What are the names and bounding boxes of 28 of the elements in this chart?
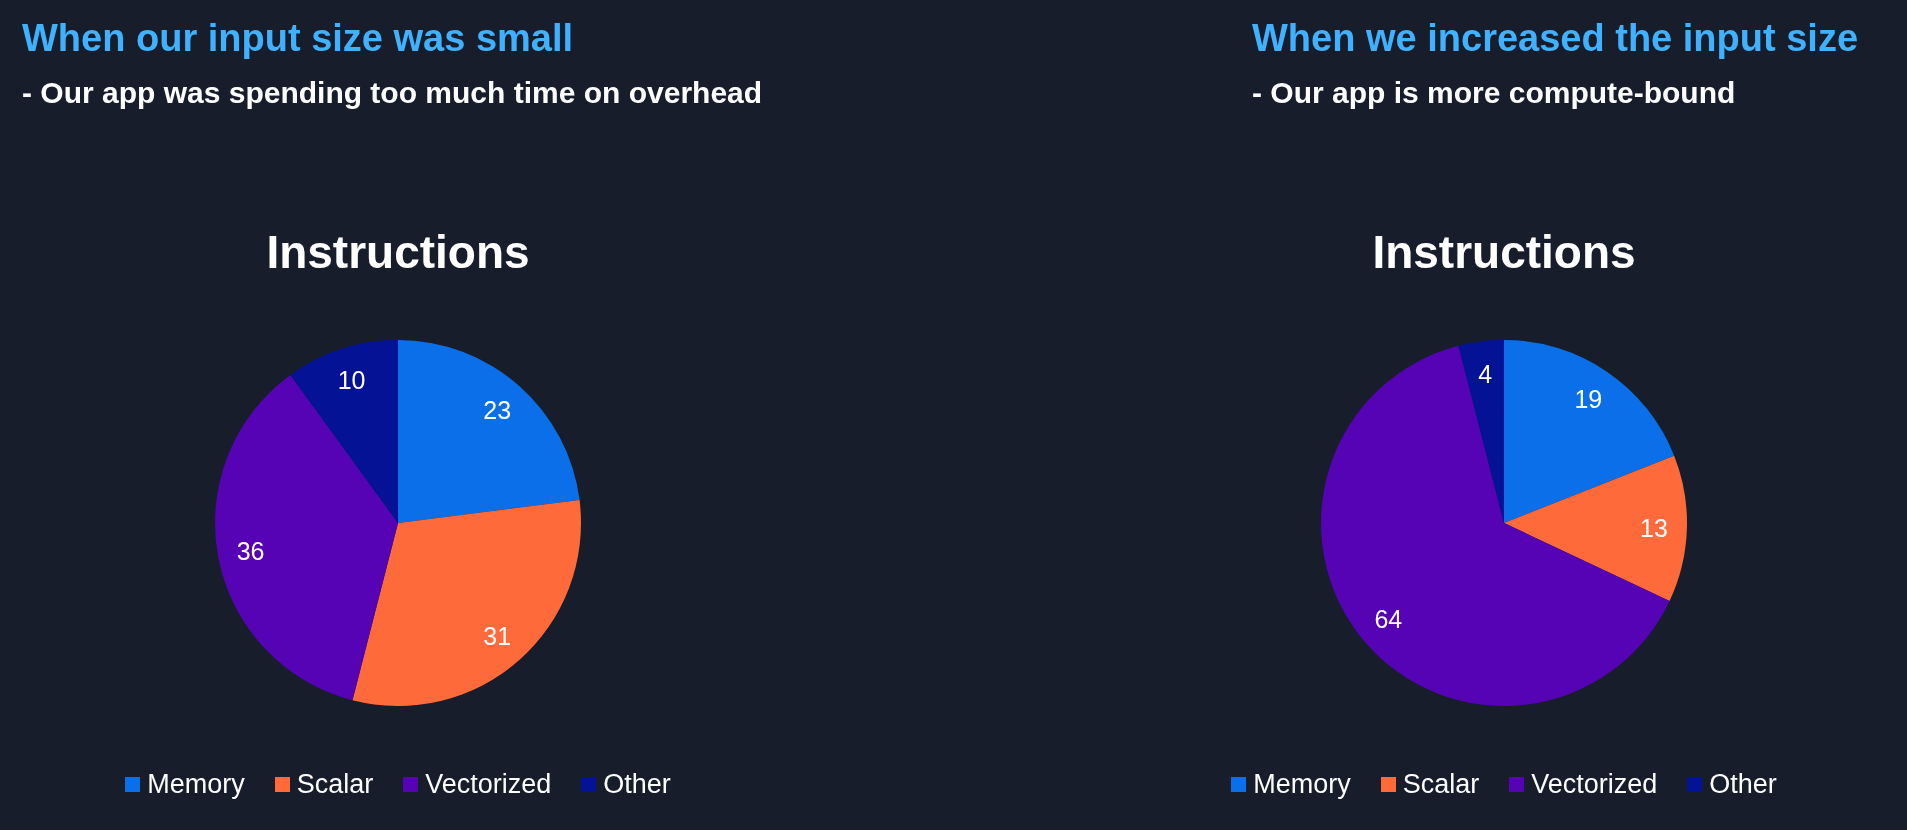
data-label: 13 <box>1640 513 1668 542</box>
text: When we increased the input size <box>1252 16 1859 61</box>
legend-label: Other <box>603 768 671 800</box>
pie-slice <box>352 500 581 706</box>
pie-slice <box>1504 455 1687 601</box>
data-label: 31 <box>483 621 512 650</box>
chart-title: Instructions <box>1371 225 1637 280</box>
pie-slice <box>398 340 580 523</box>
data-label: 36 <box>236 537 265 566</box>
legend-label: Vectorized <box>425 768 552 800</box>
text: - Our app is more compute-bound <box>1252 75 1736 111</box>
legend-label: Memory <box>1253 768 1351 800</box>
data-label: 64 <box>1374 604 1403 633</box>
legend-label: Scalar <box>1402 768 1480 800</box>
legend-label: Vectorized <box>1531 768 1658 800</box>
chart-title: Instructions <box>265 225 531 280</box>
text: - Our app was spending too much time on overhead <box>22 75 763 111</box>
pie-slice <box>1321 345 1670 706</box>
legend-label: Other <box>1709 768 1777 800</box>
data-label: 19 <box>1574 384 1603 413</box>
data-label: 4 <box>1478 360 1493 389</box>
legend-label: Memory <box>147 768 245 800</box>
data-label: 23 <box>483 396 512 425</box>
legend-label: Scalar <box>296 768 374 800</box>
pie-slice <box>290 340 398 523</box>
pie-slice <box>1458 340 1504 523</box>
text: When our input size was small <box>22 16 574 61</box>
data-label: 10 <box>337 366 366 395</box>
